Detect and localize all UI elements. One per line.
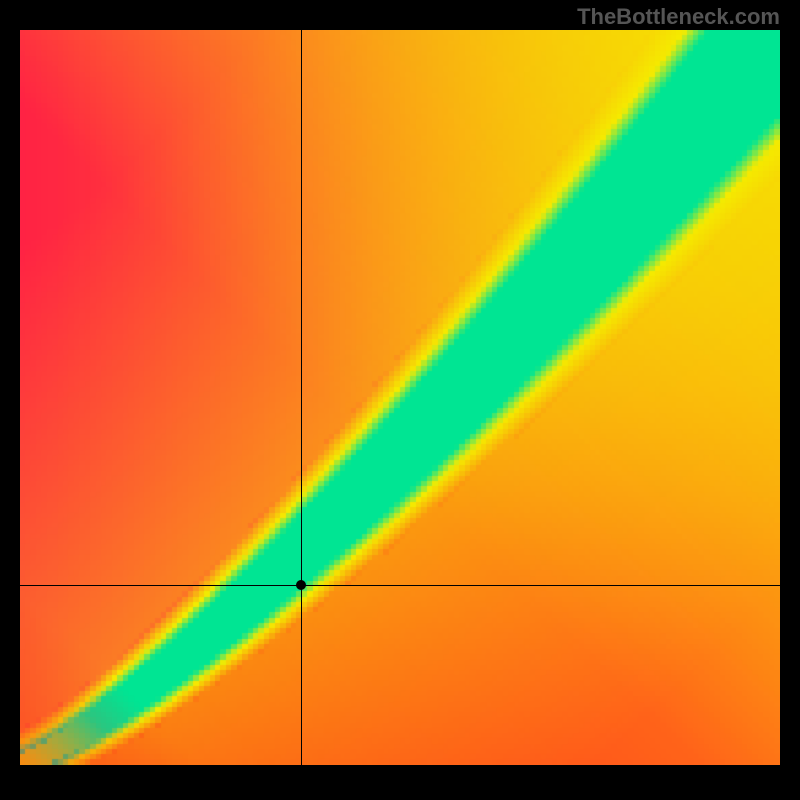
heatmap-canvas xyxy=(20,30,780,765)
crosshair-vertical xyxy=(301,30,302,765)
watermark-text: TheBottleneck.com xyxy=(577,4,780,30)
data-point-marker xyxy=(296,580,306,590)
chart-container: TheBottleneck.com xyxy=(0,0,800,800)
heatmap-plot xyxy=(20,30,780,765)
crosshair-horizontal xyxy=(20,585,780,586)
